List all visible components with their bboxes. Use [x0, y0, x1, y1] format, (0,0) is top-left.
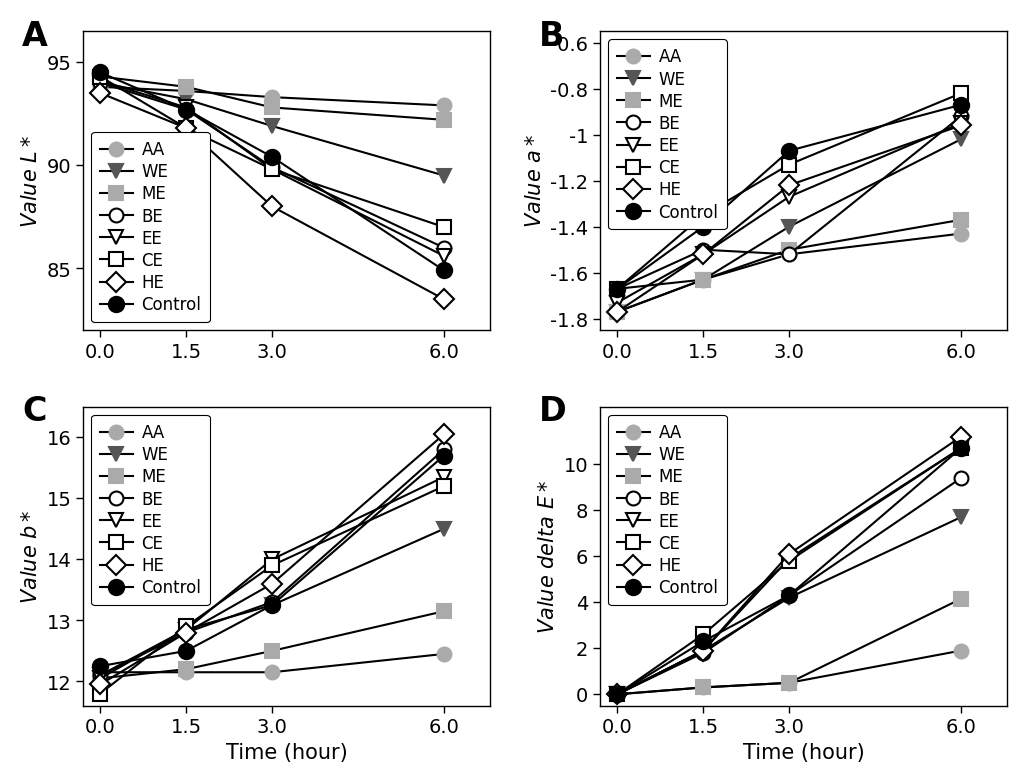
- Text: D: D: [539, 395, 567, 428]
- Legend: AA, WE, ME, BE, EE, CE, HE, Control: AA, WE, ME, BE, EE, CE, HE, Control: [91, 415, 210, 605]
- X-axis label: Time (hour): Time (hour): [743, 742, 864, 762]
- Legend: AA, WE, ME, BE, EE, CE, HE, Control: AA, WE, ME, BE, EE, CE, HE, Control: [608, 40, 726, 229]
- Text: A: A: [22, 20, 48, 52]
- Legend: AA, WE, ME, BE, EE, CE, HE, Control: AA, WE, ME, BE, EE, CE, HE, Control: [91, 132, 210, 323]
- Y-axis label: Value $a*$: Value $a*$: [524, 134, 544, 229]
- Legend: AA, WE, ME, BE, EE, CE, HE, Control: AA, WE, ME, BE, EE, CE, HE, Control: [608, 415, 726, 605]
- Text: B: B: [539, 20, 564, 52]
- Text: C: C: [22, 395, 46, 428]
- Y-axis label: Value delta $E*$: Value delta $E*$: [538, 479, 558, 633]
- X-axis label: Time (hour): Time (hour): [226, 742, 347, 762]
- Y-axis label: Value $b*$: Value $b*$: [21, 509, 41, 604]
- Y-axis label: Value $L*$: Value $L*$: [21, 135, 41, 228]
